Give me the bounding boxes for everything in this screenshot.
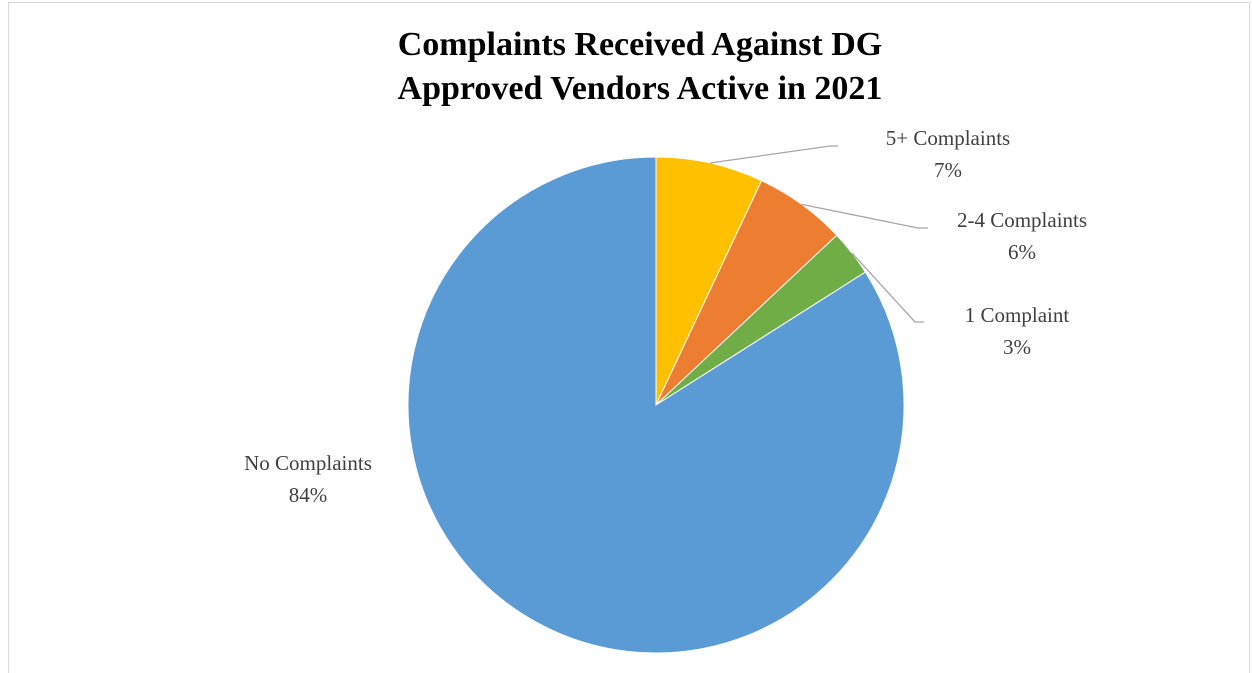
slice-value-label: 84% bbox=[289, 483, 328, 507]
slice-value-label: 6% bbox=[1008, 240, 1036, 264]
pie-slice bbox=[655, 156, 763, 406]
slice-label: No Complaints bbox=[244, 451, 372, 475]
leader-line bbox=[801, 203, 928, 229]
chart-frame bbox=[8, 2, 1250, 673]
slice-value-label: 3% bbox=[1003, 335, 1031, 359]
pie-slice bbox=[407, 156, 905, 654]
slice-label: 2-4 Complaints bbox=[957, 208, 1087, 232]
chart-title-line: Complaints Received Against DG bbox=[398, 26, 883, 63]
chart-title-line: Approved Vendors Active in 2021 bbox=[398, 70, 883, 107]
slice-label: 5+ Complaints bbox=[886, 126, 1010, 150]
slice-value-label: 7% bbox=[934, 158, 962, 182]
leader-line bbox=[710, 145, 838, 164]
slice-label: 1 Complaint bbox=[965, 303, 1070, 327]
leader-line bbox=[851, 252, 924, 323]
